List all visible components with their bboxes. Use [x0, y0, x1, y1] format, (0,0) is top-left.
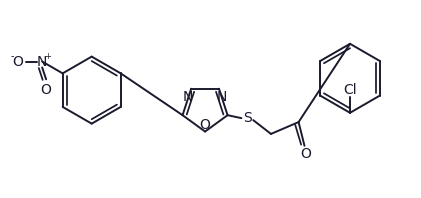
- Text: +: +: [44, 52, 51, 61]
- Text: N: N: [37, 54, 47, 69]
- Text: O: O: [300, 147, 311, 161]
- Text: N: N: [217, 90, 227, 104]
- Text: N: N: [183, 90, 193, 104]
- Text: O: O: [12, 54, 23, 69]
- Text: O: O: [41, 83, 51, 97]
- Text: -: -: [11, 51, 14, 61]
- Text: O: O: [200, 118, 210, 132]
- Text: Cl: Cl: [343, 83, 357, 97]
- Text: S: S: [243, 111, 252, 125]
